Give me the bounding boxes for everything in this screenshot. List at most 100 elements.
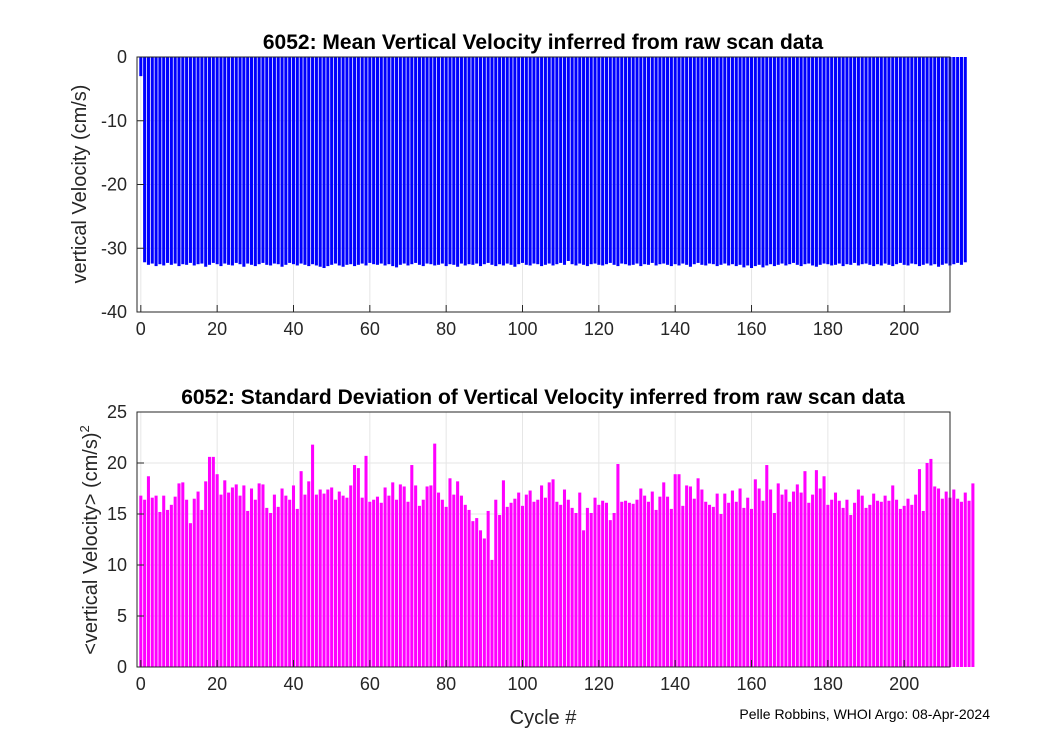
mean-velocity-bar — [818, 57, 822, 265]
std-velocity-bar — [417, 505, 421, 667]
std-velocity-bar — [822, 476, 826, 667]
mean-velocity-bar — [845, 57, 849, 265]
std-velocity-bar — [459, 495, 463, 667]
mean-velocity-bar — [921, 57, 925, 265]
mean-velocity-bar — [154, 57, 158, 267]
mean-velocity-y-axis-label: vertical Velocity (cm/s) — [69, 85, 91, 284]
mean-velocity-bar — [765, 57, 769, 266]
mean-velocity-bar — [685, 57, 689, 265]
mean-velocity-bar — [749, 57, 754, 269]
std-velocity-bar — [291, 485, 296, 667]
std-velocity-bar — [372, 499, 376, 667]
mean-velocity-title: 6052: Mean Vertical Velocity inferred fr… — [263, 31, 824, 54]
mean-velocity-bar — [299, 57, 303, 264]
mean-velocity-bar — [902, 57, 906, 265]
std-velocity-bar — [830, 499, 834, 667]
mean-velocity-bar — [589, 57, 593, 265]
std-velocity-bar — [341, 495, 345, 667]
mean-velocity-bar — [730, 57, 734, 265]
mean-velocity-bar — [307, 57, 311, 267]
std-velocity-bar — [879, 501, 883, 667]
mean-velocity-bar — [383, 57, 387, 266]
std-velocity-bar — [650, 491, 654, 667]
mean-velocity-bar — [494, 57, 498, 267]
mean-velocity-bar — [555, 57, 559, 265]
std-velocity-bar — [582, 530, 586, 667]
std-velocity-bar — [219, 494, 223, 667]
mean-velocity-bar — [490, 57, 494, 265]
std-velocity-bar — [261, 484, 265, 667]
std-velocity-bar — [364, 455, 368, 667]
mean-velocity-bar — [952, 57, 956, 265]
mean-velocity-bar — [654, 57, 658, 266]
mean-velocity-bar — [864, 57, 868, 264]
std-velocity-bar — [734, 501, 738, 667]
std-velocity-bar — [314, 494, 318, 667]
mean-velocity-bar — [681, 57, 685, 264]
std-velocity-x-tick-label: 140 — [660, 674, 690, 694]
mean-velocity-bar — [700, 57, 704, 265]
std-velocity-bar — [425, 486, 429, 667]
mean-velocity-bar — [517, 57, 521, 265]
mean-velocity-bar — [478, 57, 483, 267]
std-velocity-bar — [303, 494, 307, 667]
mean-velocity-bar — [860, 57, 864, 265]
std-velocity-bar — [211, 456, 215, 667]
std-velocity-bar — [456, 481, 460, 667]
std-velocity-panel: 0 20 40 60 80 100 120 140 160 180 200 0 5 10 15 20 25 6… — [77, 386, 975, 729]
mean-velocity-bar — [288, 57, 292, 263]
std-velocity-bar — [349, 485, 353, 667]
mean-velocity-bar — [505, 57, 509, 264]
mean-velocity-bar — [635, 57, 639, 264]
std-velocity-bar — [375, 496, 379, 667]
std-velocity-bar — [368, 501, 372, 667]
std-velocity-bar — [727, 502, 731, 667]
std-velocity-bar — [143, 499, 147, 667]
mean-velocity-bar — [223, 57, 227, 264]
std-velocity-bar — [230, 487, 234, 667]
std-velocity-bar — [738, 488, 742, 667]
std-velocity-x-tick-label: 40 — [283, 674, 303, 694]
mean-velocity-bar — [146, 57, 150, 265]
std-velocity-bar — [513, 498, 517, 667]
std-velocity-bar — [353, 465, 357, 667]
mean-velocity-bar — [723, 57, 727, 264]
std-velocity-bar — [776, 483, 780, 667]
std-velocity-bar — [574, 512, 578, 667]
std-velocity-bar — [921, 510, 925, 667]
mean-velocity-bar — [337, 57, 341, 266]
mean-velocity-bar — [772, 57, 776, 267]
mean-velocity-bar — [471, 57, 475, 265]
std-velocity-bar — [452, 494, 456, 667]
mean-velocity-bar — [620, 57, 624, 264]
std-velocity-y-tick-label: 15 — [107, 504, 127, 524]
mean-velocity-bar — [677, 57, 681, 266]
mean-velocity-bar — [879, 57, 883, 266]
mean-velocity-bar — [585, 57, 589, 267]
std-velocity-bar — [299, 471, 303, 667]
mean-velocity-bar — [303, 57, 307, 265]
mean-velocity-bar — [639, 57, 643, 267]
std-velocity-bar — [875, 500, 879, 667]
std-velocity-bar — [253, 499, 257, 667]
mean-velocity-bar — [387, 57, 391, 265]
mean-velocity-bar — [849, 57, 853, 265]
std-velocity-bar — [940, 498, 944, 667]
mean-velocity-bar — [540, 57, 544, 267]
mean-velocity-bar — [272, 57, 276, 264]
mean-velocity-bar — [467, 57, 471, 265]
mean-velocity-bar — [356, 57, 360, 265]
std-velocity-bar — [624, 500, 628, 667]
std-velocity-x-tick-label: 80 — [436, 674, 456, 694]
mean-velocity-bar — [570, 57, 574, 265]
mean-velocity-bar — [456, 57, 460, 267]
mean-velocity-bar — [242, 57, 246, 267]
std-velocity-bar — [414, 485, 418, 667]
mean-velocity-bar — [715, 57, 719, 267]
mean-velocity-bar — [486, 57, 490, 263]
mean-velocity-bar — [582, 57, 586, 265]
std-velocity-bar — [765, 465, 769, 667]
std-velocity-bar — [730, 490, 734, 667]
mean-velocity-bar — [956, 57, 960, 263]
std-velocity-bar — [501, 480, 505, 667]
